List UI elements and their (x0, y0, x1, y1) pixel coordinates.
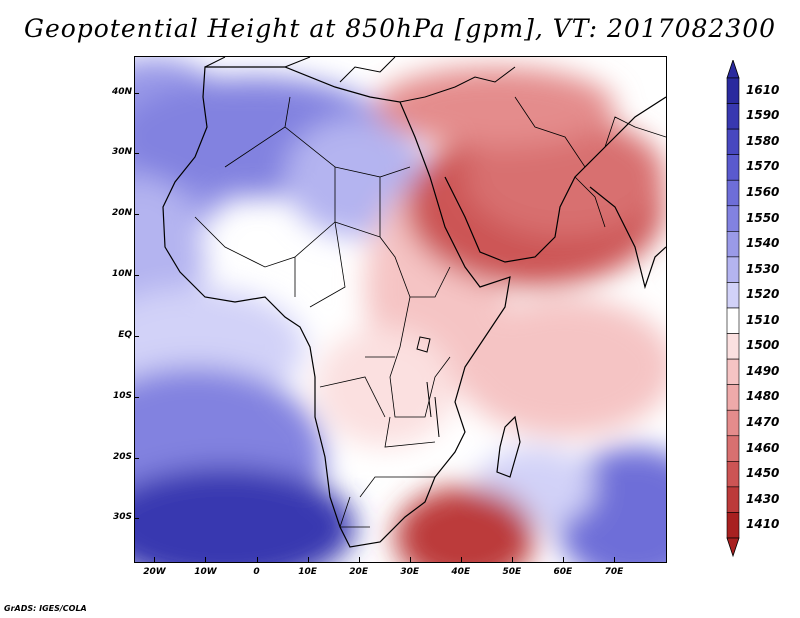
colorbar-level-label: 1580 (746, 133, 780, 148)
lat-tick (134, 275, 139, 277)
map-panel (134, 56, 667, 563)
colorbar-swatch (726, 307, 740, 334)
lon-tick (511, 557, 513, 562)
colorbar-level-label: 1470 (746, 415, 780, 429)
mediterranean-coast (204, 57, 516, 103)
lat-tick (134, 335, 139, 337)
colorbar-level-label: 1520 (746, 287, 780, 302)
colorbar-swatch (726, 358, 740, 385)
lat-tick (134, 214, 139, 216)
lon-tick (205, 557, 207, 562)
colorbar-level-label: 1530 (746, 261, 780, 276)
colorbar-level-label: 1610 (746, 82, 780, 97)
lon-tick (358, 557, 360, 562)
colorbar-swatch (726, 512, 740, 539)
low-arabian-sea (455, 297, 666, 437)
lon-label: 40E (451, 567, 471, 577)
lat-label: 10N (111, 269, 132, 280)
lat-label: 30N (111, 147, 132, 158)
lat-label: 30S (112, 512, 132, 523)
lon-label: 10E (298, 567, 317, 577)
colorbar-level-label: 1510 (746, 312, 780, 327)
colorbar-swatch (726, 333, 740, 360)
colorbar-level-label: 1540 (746, 236, 780, 251)
lon-tick (154, 557, 156, 562)
colorbar-swatch (726, 77, 740, 104)
colorbar-strip (726, 58, 740, 558)
low-congo (315, 327, 455, 447)
colorbar-swatch (726, 128, 740, 155)
colorbar-level-label: 1570 (746, 159, 780, 174)
chart-title: Geopotential Height at 850hPa [gpm], VT:… (23, 14, 777, 43)
lon-tick (256, 557, 258, 562)
lon-label: 10W (194, 567, 217, 577)
arabia-coastline (444, 96, 666, 263)
lon-label: 60E (553, 567, 573, 577)
colorbar-level-label: 1410 (746, 517, 780, 532)
colorbar-level-label: 1430 (746, 491, 780, 506)
lon-label: 20W (143, 567, 166, 577)
colorbar (722, 58, 744, 564)
lat-label: 40N (111, 86, 132, 97)
colorbar-level-label: 1560 (746, 185, 780, 199)
high-south-atlantic-2 (135, 467, 355, 562)
lon-tick (460, 557, 462, 562)
colorbar-swatch (726, 282, 740, 309)
lon-label: 20E (349, 567, 368, 577)
lat-label: 20N (111, 208, 132, 219)
lat-label: 20S (112, 451, 132, 462)
india-coastline (589, 186, 666, 290)
lat-label: EQ (118, 329, 132, 340)
country-borders (194, 96, 666, 528)
colorbar-level-label: 1450 (746, 466, 780, 481)
lon-tick (409, 557, 411, 562)
lon-tick (613, 557, 615, 562)
colorbar-bottom-arrow (726, 537, 740, 558)
low-south-africa (395, 487, 535, 562)
colorbar-swatch (726, 154, 740, 181)
colorbar-level-label: 1550 (746, 210, 780, 225)
colorbar-swatch (726, 435, 740, 462)
colorbar-swatch (726, 384, 740, 411)
colorbar-swatch (726, 103, 740, 130)
lat-tick (134, 396, 139, 398)
colorbar-top-arrow (726, 58, 740, 79)
colorbar-level-label: 1590 (746, 108, 780, 123)
geopotential-field (135, 57, 666, 562)
lon-tick (562, 557, 564, 562)
lat-tick (134, 92, 139, 94)
lon-label: 70E (604, 567, 624, 577)
africa-coastline (162, 66, 511, 548)
lakes (416, 336, 440, 438)
colorbar-swatch (726, 461, 740, 488)
lat-label: 10S (112, 390, 132, 401)
lon-label: 30E (400, 567, 420, 577)
colorbar-swatch (726, 486, 740, 513)
colorbar-swatch (726, 409, 740, 437)
colorbar-swatch (726, 205, 740, 232)
colorbar-level-label: 1480 (746, 389, 780, 404)
grads-credit: GrADS: IGES/COLA (4, 604, 87, 613)
lat-tick (134, 153, 139, 155)
lon-label: 50E (502, 567, 522, 577)
low-north-east (375, 67, 615, 147)
colorbar-level-label: 1460 (746, 440, 780, 455)
lon-tick (307, 557, 309, 562)
colorbar-level-label: 1500 (746, 338, 780, 353)
lat-tick (134, 457, 139, 459)
colorbar-level-label: 1490 (746, 363, 780, 378)
colorbar-swatch (726, 179, 740, 207)
lat-tick (134, 518, 139, 520)
colorbar-swatch (726, 231, 740, 258)
colorbar-swatch (726, 256, 740, 283)
madagascar-outline (496, 415, 521, 478)
lon-label: 0 (253, 567, 260, 577)
